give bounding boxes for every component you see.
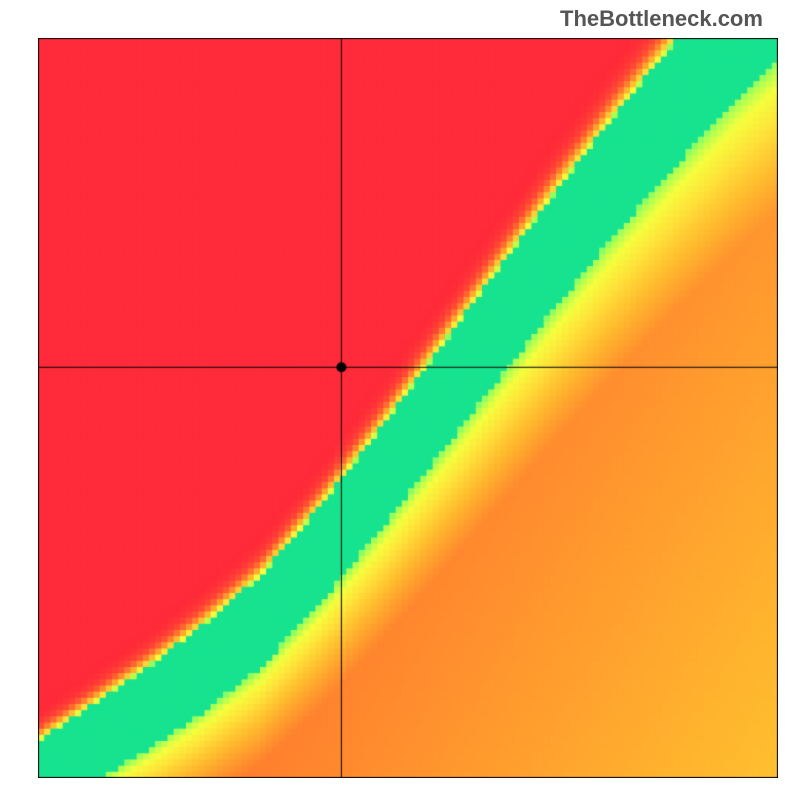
watermark-text: TheBottleneck.com: [560, 6, 763, 32]
chart-container: TheBottleneck.com: [0, 0, 800, 800]
bottleneck-heatmap: [38, 38, 778, 778]
